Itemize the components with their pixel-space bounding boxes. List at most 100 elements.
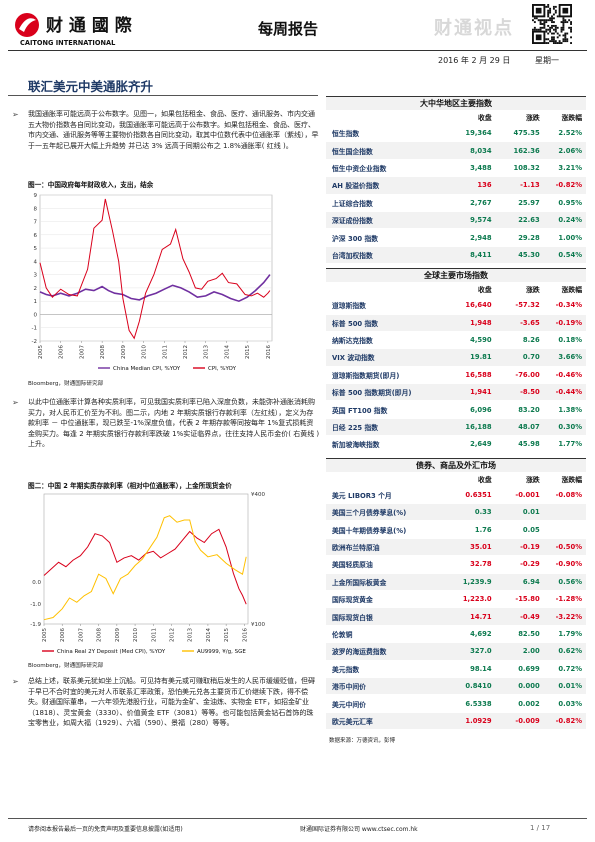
column-header: 收盘 bbox=[478, 475, 492, 484]
row-close: 4,590 bbox=[470, 336, 492, 345]
figure-1-title: 图一：中国政府每年财政收入，支出，结余 bbox=[28, 181, 154, 189]
table-row: 恒生指数 19,364 475.35 2.52% bbox=[326, 125, 586, 143]
row-close: 32.78 bbox=[470, 560, 492, 569]
row-change: -8.50 bbox=[520, 388, 540, 397]
row-name: 美元指数 bbox=[332, 665, 360, 674]
table-row: VIX 波动指数 19.81 0.70 3.66% bbox=[326, 349, 586, 367]
x-tick-label: 2005 bbox=[42, 628, 48, 642]
y-tick-label: 9 bbox=[34, 193, 38, 199]
row-change: 0.002 bbox=[518, 699, 540, 708]
row-change: 0.70 bbox=[522, 353, 540, 362]
table-row: 美国十年期债券孳息(%) 1.76 0.05 bbox=[326, 521, 586, 539]
row-change: -57.32 bbox=[515, 301, 540, 310]
row-pct: 1.79% bbox=[558, 629, 583, 638]
row-close: 8,411 bbox=[470, 250, 492, 259]
row-name: 日经 225 指数 bbox=[332, 424, 379, 433]
table-row: 国际现货黄金 1,223.0 -15.80 -1.28% bbox=[326, 591, 586, 609]
row-name: 港币中间价 bbox=[332, 683, 366, 692]
row-name: 标普 500 指数 bbox=[332, 319, 379, 328]
row-change: 475.35 bbox=[513, 129, 540, 138]
footer-company-url: 财通国际证券有限公司 www.ctsec.com.hk bbox=[300, 826, 418, 833]
y-tick-label: -1.9 bbox=[30, 622, 41, 628]
article-title: 联汇美元中美通胀齐升 bbox=[28, 79, 154, 94]
row-close: 16,640 bbox=[465, 301, 492, 310]
y-tick-label: 5 bbox=[34, 246, 38, 252]
footer-disclaimer: 请参阅本报告最后一页的免责声明及重要信息披露(如适用) bbox=[28, 826, 183, 833]
row-change: -0.19 bbox=[520, 543, 540, 551]
x-tick-label: 2016 bbox=[266, 345, 272, 359]
table-row: 标普 500 指数 1,948 -3.65 -0.19% bbox=[326, 314, 586, 332]
x-tick-label: 2013 bbox=[188, 628, 194, 642]
row-name: 道琼斯指数 bbox=[332, 302, 366, 311]
y-tick-label: 0.0 bbox=[32, 580, 41, 586]
table-row: AH 股溢价指数 136 -1.13 -0.82% bbox=[326, 177, 586, 195]
row-name: 欧洲布兰特原油 bbox=[332, 544, 380, 552]
table-row: 台湾加权指数 8,411 45.30 0.54% bbox=[326, 246, 586, 265]
section-title: 大中华地区主要指数 bbox=[326, 96, 586, 110]
row-close: 14.71 bbox=[470, 612, 492, 621]
row-change: -15.80 bbox=[515, 595, 540, 604]
paragraph-1: 我国通胀率可能远高于公布数字。见图一，如果包括租金、食品、医疗、通讯服务、市内交… bbox=[28, 110, 319, 150]
table-header-row: 收盘 涨跌 涨跌幅 bbox=[326, 110, 586, 125]
logo-company-cn: 财 通 國 際 bbox=[45, 15, 133, 36]
figure-2-source: Bloomberg，财通国际研究部 bbox=[28, 663, 104, 669]
table-row: 日经 225 指数 16,188 48.07 0.30% bbox=[326, 418, 586, 437]
row-pct: 0.56% bbox=[558, 577, 583, 586]
row-change: 0.01 bbox=[522, 508, 540, 517]
legend-label: China Median CPI, %YOY bbox=[113, 366, 181, 372]
y-tick-label: -2 bbox=[32, 339, 37, 345]
x-tick-label: 2015 bbox=[245, 345, 251, 359]
market-table: 大中华地区主要指数 收盘 涨跌 涨跌幅 恒生指数 19,364 475.35 2.52% 恒生国… bbox=[326, 96, 586, 744]
row-pct: -1.28% bbox=[555, 595, 583, 604]
title-divider bbox=[8, 95, 318, 96]
row-name: 标普 500 指数期货(即月) bbox=[332, 389, 412, 398]
row-close: 98.14 bbox=[470, 664, 492, 673]
row-name: 新加坡海峡指数 bbox=[332, 441, 380, 450]
row-change: 6.94 bbox=[522, 577, 540, 586]
y-tick-label: 1 bbox=[34, 299, 38, 305]
row-pct: 0.30% bbox=[558, 423, 583, 432]
x-tick-label: 2009 bbox=[121, 345, 127, 359]
row-close: 2,649 bbox=[470, 440, 492, 449]
row-close: 8,034 bbox=[470, 146, 492, 155]
legend-label: CPI, %YOY bbox=[208, 366, 237, 372]
table-row: 欧洲布兰特原油 35.01 -0.19 -0.50% bbox=[326, 538, 586, 557]
row-change: -76.00 bbox=[515, 370, 540, 379]
table-row: 恒生中资企业指数 3,488 108.32 3.21% bbox=[326, 160, 586, 178]
table-row: 英国 FT100 指数 6,096 83.20 1.38% bbox=[326, 401, 586, 419]
row-name: 美元中间价 bbox=[332, 700, 366, 709]
table-row: 波罗的海运费指数 327.0 2.00 0.62% bbox=[326, 643, 586, 661]
row-name: 上金所国际板黄金 bbox=[332, 578, 387, 587]
x-tick-label: 2007 bbox=[78, 628, 84, 642]
x-tick-label: 2011 bbox=[151, 628, 157, 642]
figure-1-chart: -2 -1 0 1 2 3 4 5 6 7 8 9 2005 2006 2007 2008 2009 2010 20… bbox=[32, 193, 273, 372]
table-row: 上证综合指数 2,767 25.97 0.95% bbox=[326, 195, 586, 212]
row-close: 1.76 bbox=[474, 525, 492, 534]
row-pct: -0.19% bbox=[555, 318, 583, 327]
row-close: 16,588 bbox=[465, 370, 492, 379]
y-tick-label: 8 bbox=[34, 206, 38, 212]
row-name: 上证综合指数 bbox=[332, 199, 373, 208]
table-row: 道琼斯指数期货(即月) 16,588 -76.00 -0.46% bbox=[326, 367, 586, 385]
table-row: 深证成份指数 9,574 22.63 0.24% bbox=[326, 211, 586, 230]
row-change: 0.699 bbox=[518, 664, 540, 673]
row-pct: -0.90% bbox=[555, 560, 583, 569]
row-change: 45.98 bbox=[518, 440, 540, 449]
row-change: 0.05 bbox=[522, 525, 540, 534]
row-close: 1.0929 bbox=[465, 716, 492, 725]
series-line-1 bbox=[43, 528, 247, 605]
x-tick-label: 2014 bbox=[224, 345, 230, 359]
row-close: 0.8410 bbox=[465, 682, 492, 691]
column-header: 涨跌 bbox=[526, 114, 540, 122]
table-row: 欧元美元汇率 1.0929 -0.009 -0.82% bbox=[326, 712, 586, 731]
series-line-2 bbox=[39, 198, 271, 340]
row-change: -0.001 bbox=[515, 490, 540, 499]
row-pct: 2.06% bbox=[558, 146, 583, 155]
row-pct: -3.22% bbox=[555, 612, 583, 621]
table-row: 美元中间价 6.5338 0.002 0.03% bbox=[326, 695, 586, 713]
y-tick-label: -1.0 bbox=[30, 602, 41, 608]
row-change: 48.07 bbox=[518, 423, 540, 432]
row-name: 国际现货白银 bbox=[332, 613, 373, 622]
column-header: 收盘 bbox=[478, 286, 492, 295]
row-change: -0.49 bbox=[520, 612, 540, 621]
